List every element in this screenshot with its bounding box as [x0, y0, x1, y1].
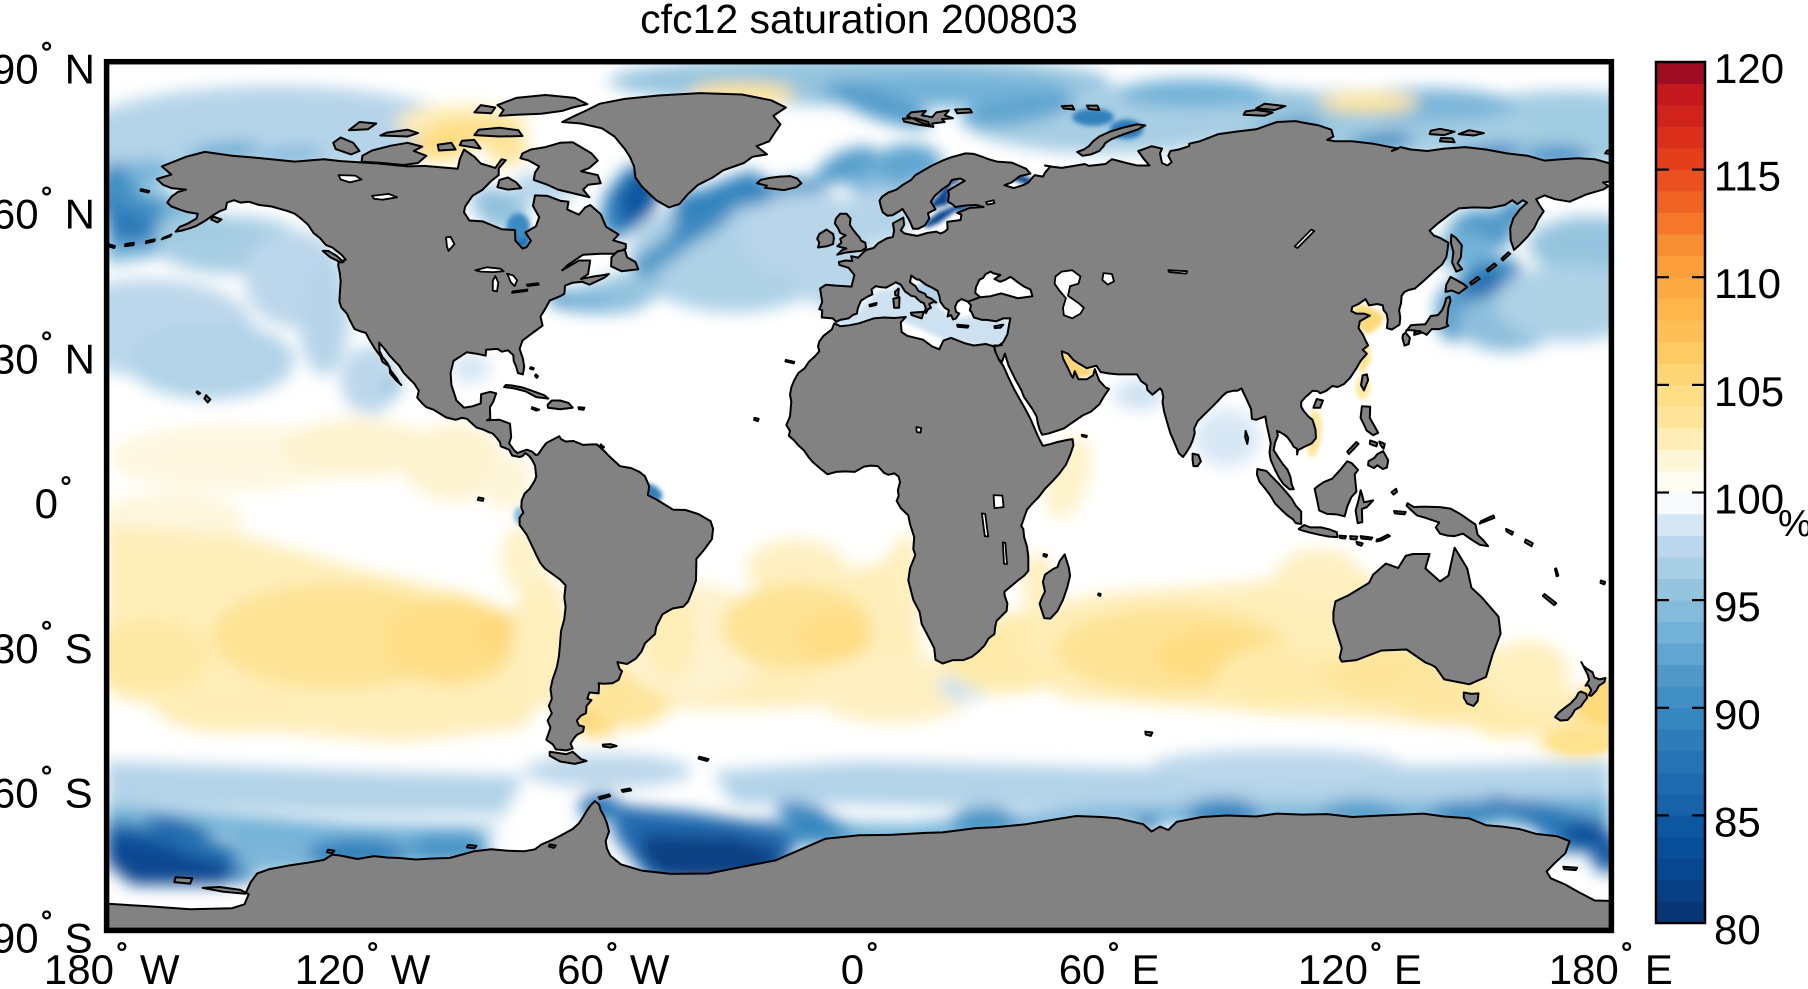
- svg-text:105: 105: [1714, 368, 1784, 415]
- svg-text:N: N: [65, 335, 95, 382]
- svg-text:E: E: [1394, 946, 1422, 984]
- svg-text:W: W: [391, 946, 431, 984]
- svg-text:S: S: [65, 770, 93, 817]
- svg-text:120: 120: [1298, 946, 1368, 984]
- svg-text:180: 180: [1549, 946, 1619, 984]
- svg-text:60: 60: [0, 190, 39, 237]
- svg-text:cfc12 saturation 200803: cfc12 saturation 200803: [640, 0, 1078, 42]
- svg-text:S: S: [65, 914, 93, 961]
- svg-text:E: E: [1132, 946, 1160, 984]
- svg-text:30: 30: [0, 625, 39, 672]
- svg-text:30: 30: [0, 335, 39, 382]
- svg-text:115: 115: [1714, 153, 1781, 200]
- svg-text:110: 110: [1714, 260, 1781, 307]
- svg-text:S: S: [65, 625, 93, 672]
- svg-text:60: 60: [0, 770, 39, 817]
- svg-text:0: 0: [841, 946, 864, 984]
- svg-text:100: 100: [1714, 476, 1784, 523]
- svg-text:0: 0: [35, 480, 58, 527]
- svg-text:90: 90: [0, 46, 39, 93]
- svg-text:%: %: [1778, 503, 1808, 545]
- svg-text:90: 90: [0, 914, 39, 961]
- svg-text:N: N: [65, 46, 95, 93]
- svg-text:W: W: [630, 946, 670, 984]
- svg-text:E: E: [1645, 946, 1673, 984]
- svg-text:180: 180: [44, 946, 114, 984]
- svg-text:95: 95: [1714, 583, 1761, 630]
- svg-text:120: 120: [295, 946, 365, 984]
- svg-text:W: W: [140, 946, 180, 984]
- svg-text:60: 60: [1059, 946, 1106, 984]
- svg-text:120: 120: [1714, 45, 1784, 92]
- svg-text:85: 85: [1714, 798, 1761, 845]
- svg-text:60: 60: [557, 946, 604, 984]
- svg-text:N: N: [65, 190, 95, 237]
- svg-text:80: 80: [1714, 906, 1761, 953]
- svg-text:90: 90: [1714, 691, 1761, 738]
